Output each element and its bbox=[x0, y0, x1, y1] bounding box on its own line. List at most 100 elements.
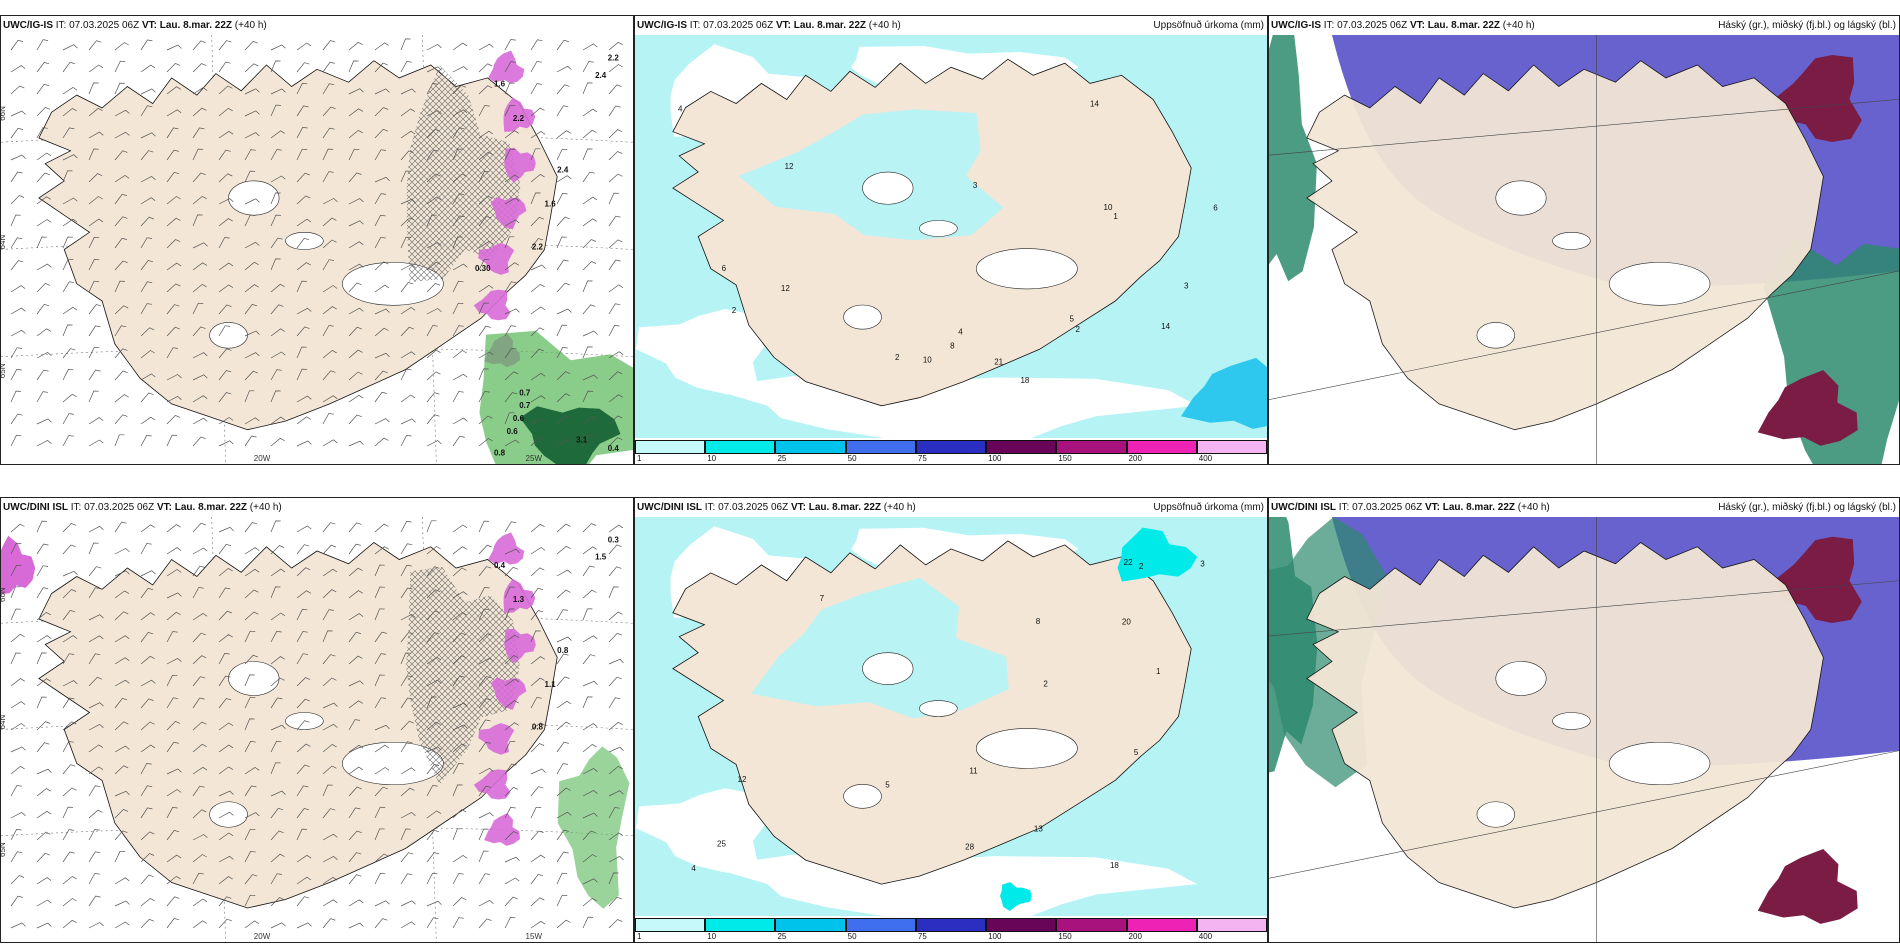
it-value: 07.03.2025 06Z bbox=[84, 502, 155, 513]
wind-barb-icon bbox=[192, 785, 205, 797]
wind-barb-icon bbox=[400, 306, 416, 315]
wind-map[interactable]: 2.2 2.4 1.6 2.2 2.4 1.6 2.2 0.30 0.7 0.7 0.6 0.6 0.8… bbox=[1, 35, 633, 464]
wind-barb-icon bbox=[348, 88, 364, 95]
wind-barb-icon bbox=[296, 238, 310, 249]
wind-barb-icon bbox=[348, 680, 364, 687]
wind-barb-icon bbox=[270, 873, 283, 885]
wind-barb-icon bbox=[374, 327, 389, 337]
wind-barb-icon bbox=[140, 132, 156, 139]
wind-barb-icon bbox=[452, 763, 464, 775]
wind-barb-icon bbox=[452, 524, 468, 533]
wind-barb-icon bbox=[296, 743, 311, 753]
wind-barb-icon bbox=[504, 82, 515, 95]
precip-area bbox=[738, 109, 1004, 241]
cloud-map[interactable] bbox=[1269, 35, 1899, 464]
wind-barb-icon bbox=[270, 697, 283, 709]
wind-barb-icon bbox=[374, 653, 386, 665]
wind-barb-icon bbox=[608, 415, 623, 425]
wind-barb-icon bbox=[582, 148, 593, 161]
vt-value: Lau. 8.mar. 22Z bbox=[174, 502, 248, 513]
wind-barb-icon bbox=[426, 196, 442, 205]
wind-barb-icon bbox=[10, 723, 26, 731]
wind-barb-icon bbox=[36, 587, 49, 599]
wind-barb-icon bbox=[556, 763, 569, 775]
colorbar-tick-label: 75 bbox=[917, 932, 927, 941]
wind-barb-icon bbox=[556, 811, 572, 819]
wind-barb-icon bbox=[62, 522, 77, 533]
cloud-map[interactable] bbox=[1269, 517, 1899, 942]
wind-barb-icon bbox=[36, 652, 47, 665]
wind-barb-icon bbox=[400, 811, 416, 819]
wind-barb-icon bbox=[62, 368, 74, 381]
wind-map[interactable]: 0.31.50.41.30.81.10.866N64N65N20W15W25W bbox=[1, 517, 633, 942]
snowfall-area bbox=[473, 289, 511, 321]
wind-barb-icon bbox=[140, 831, 155, 841]
wind-barb-icon bbox=[140, 698, 154, 709]
wind-barb-icon bbox=[608, 611, 623, 621]
wind-barb-icon bbox=[10, 785, 22, 797]
wind-barb-icon bbox=[478, 325, 491, 337]
wind-barb-icon bbox=[426, 392, 440, 403]
precip-map[interactable]: 2 7 3 5 20 28 22 18 13 12 11 8 25 5 1 4 2 bbox=[635, 517, 1267, 916]
colorbar-swatch bbox=[1196, 440, 1267, 454]
wind-barb-icon bbox=[10, 390, 22, 403]
wind-barb-icon bbox=[62, 806, 74, 819]
rain-area-heavy bbox=[519, 406, 621, 464]
wind-barb-icon bbox=[608, 84, 622, 95]
wind-barb-icon bbox=[374, 697, 387, 709]
wind-barb-icon bbox=[88, 873, 100, 885]
wind-barb-icon bbox=[556, 65, 572, 73]
wind-barb-icon bbox=[452, 109, 468, 117]
wind-barb-icon bbox=[478, 258, 490, 271]
wind-barb-icon bbox=[348, 148, 360, 161]
wind-barb-icon bbox=[400, 900, 416, 907]
wind-barb-icon bbox=[62, 570, 78, 577]
wind-barb-icon bbox=[608, 41, 623, 51]
cloud-map-panel: UWC/DINI ISL IT: 07.03.2025 06Z VT: Lau.… bbox=[1268, 497, 1900, 943]
wind-barb-icon bbox=[608, 371, 623, 381]
wind-barb-icon bbox=[400, 720, 415, 731]
wind-barb-icon bbox=[62, 107, 77, 117]
wind-barb-icon bbox=[400, 368, 412, 381]
wind-barb-icon bbox=[36, 696, 47, 709]
wind-barb-icon bbox=[166, 569, 182, 577]
wind-barb-icon bbox=[270, 258, 281, 271]
wind-barb-icon bbox=[166, 149, 179, 161]
wind-barb-icon bbox=[426, 83, 438, 95]
wind-barb-icon bbox=[426, 763, 440, 775]
wind-barb-icon bbox=[10, 307, 26, 315]
wind-barb-icon bbox=[478, 785, 491, 797]
wind-barb-icon bbox=[322, 630, 333, 643]
wind-barb-icon bbox=[10, 701, 26, 709]
lead-time: (+40 h) bbox=[883, 502, 916, 513]
wind-barb-icon bbox=[296, 62, 310, 73]
wind-barb-icon bbox=[62, 589, 77, 599]
wind-barb-icon bbox=[348, 766, 364, 775]
wind-barb-icon bbox=[192, 374, 208, 381]
low-cloud-area bbox=[1757, 370, 1858, 446]
wind-barb-icon bbox=[504, 678, 520, 687]
colorbar-swatch bbox=[1056, 440, 1127, 454]
wind-barb-icon bbox=[556, 324, 568, 337]
wind-barb-icon bbox=[166, 657, 182, 665]
wind-barb-icon bbox=[582, 196, 598, 205]
wind-barb-icon bbox=[504, 104, 516, 117]
wind-barb-icon bbox=[166, 172, 180, 183]
precip-value-label: 21 bbox=[994, 358, 1003, 367]
wind-barb-icon bbox=[114, 721, 129, 731]
wind-barb-icon bbox=[218, 811, 234, 819]
wind-barb-icon bbox=[114, 193, 127, 205]
wind-barb-icon bbox=[218, 610, 232, 621]
wind-barb-icon bbox=[166, 697, 179, 709]
wind-barb-icon bbox=[478, 767, 494, 775]
precip-map[interactable]: 2 4 3 4 6 2 8 6 10 12 12 14 10 18 14 21 5 2 3 1 bbox=[635, 35, 1267, 438]
precip-value-label: 4 bbox=[691, 864, 696, 873]
wind-barb-icon bbox=[530, 395, 546, 403]
wind-barb-icon bbox=[322, 743, 337, 753]
wind-barb-icon bbox=[322, 259, 335, 271]
snowfall-area bbox=[503, 97, 536, 132]
wind-barb-icon bbox=[166, 768, 182, 775]
wind-barb-icon bbox=[322, 654, 336, 665]
wind-barb-icon bbox=[10, 678, 25, 687]
wind-barb-icon bbox=[270, 922, 286, 929]
